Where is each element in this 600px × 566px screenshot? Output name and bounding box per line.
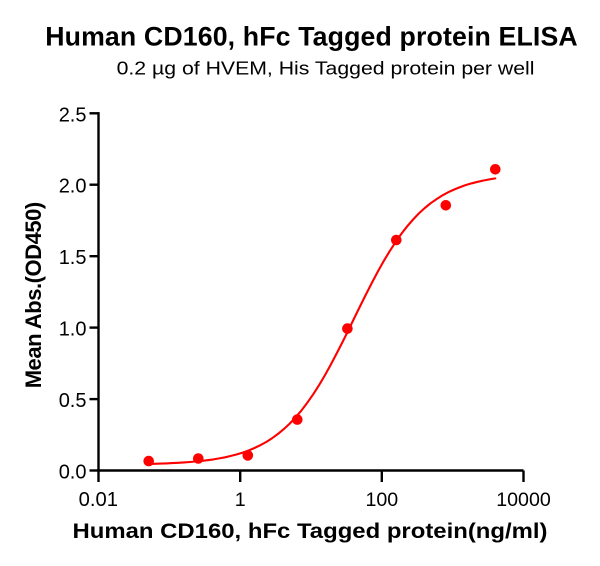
- svg-text:Human CD160, hFc Tagged protei: Human CD160, hFc Tagged protein ELISA: [45, 22, 578, 52]
- svg-text:10000: 10000: [496, 489, 551, 511]
- svg-text:2.0: 2.0: [59, 176, 87, 198]
- svg-text:0.01: 0.01: [79, 489, 118, 511]
- svg-text:Human CD160, hFc Tagged protei: Human CD160, hFc Tagged protein(ng/ml): [73, 519, 548, 543]
- svg-text:1.5: 1.5: [59, 247, 87, 269]
- svg-text:0.5: 0.5: [59, 390, 87, 412]
- svg-text:2.5: 2.5: [59, 104, 87, 126]
- svg-text:Mean Abs.(OD450): Mean Abs.(OD450): [21, 202, 46, 389]
- svg-text:0.2 µg of HVEM, His Tagged pro: 0.2 µg of HVEM, His Tagged protein per w…: [117, 58, 535, 78]
- svg-text:0.0: 0.0: [59, 462, 87, 484]
- svg-text:1: 1: [235, 489, 246, 511]
- svg-text:1.0: 1.0: [59, 319, 87, 341]
- svg-text:100: 100: [365, 489, 398, 511]
